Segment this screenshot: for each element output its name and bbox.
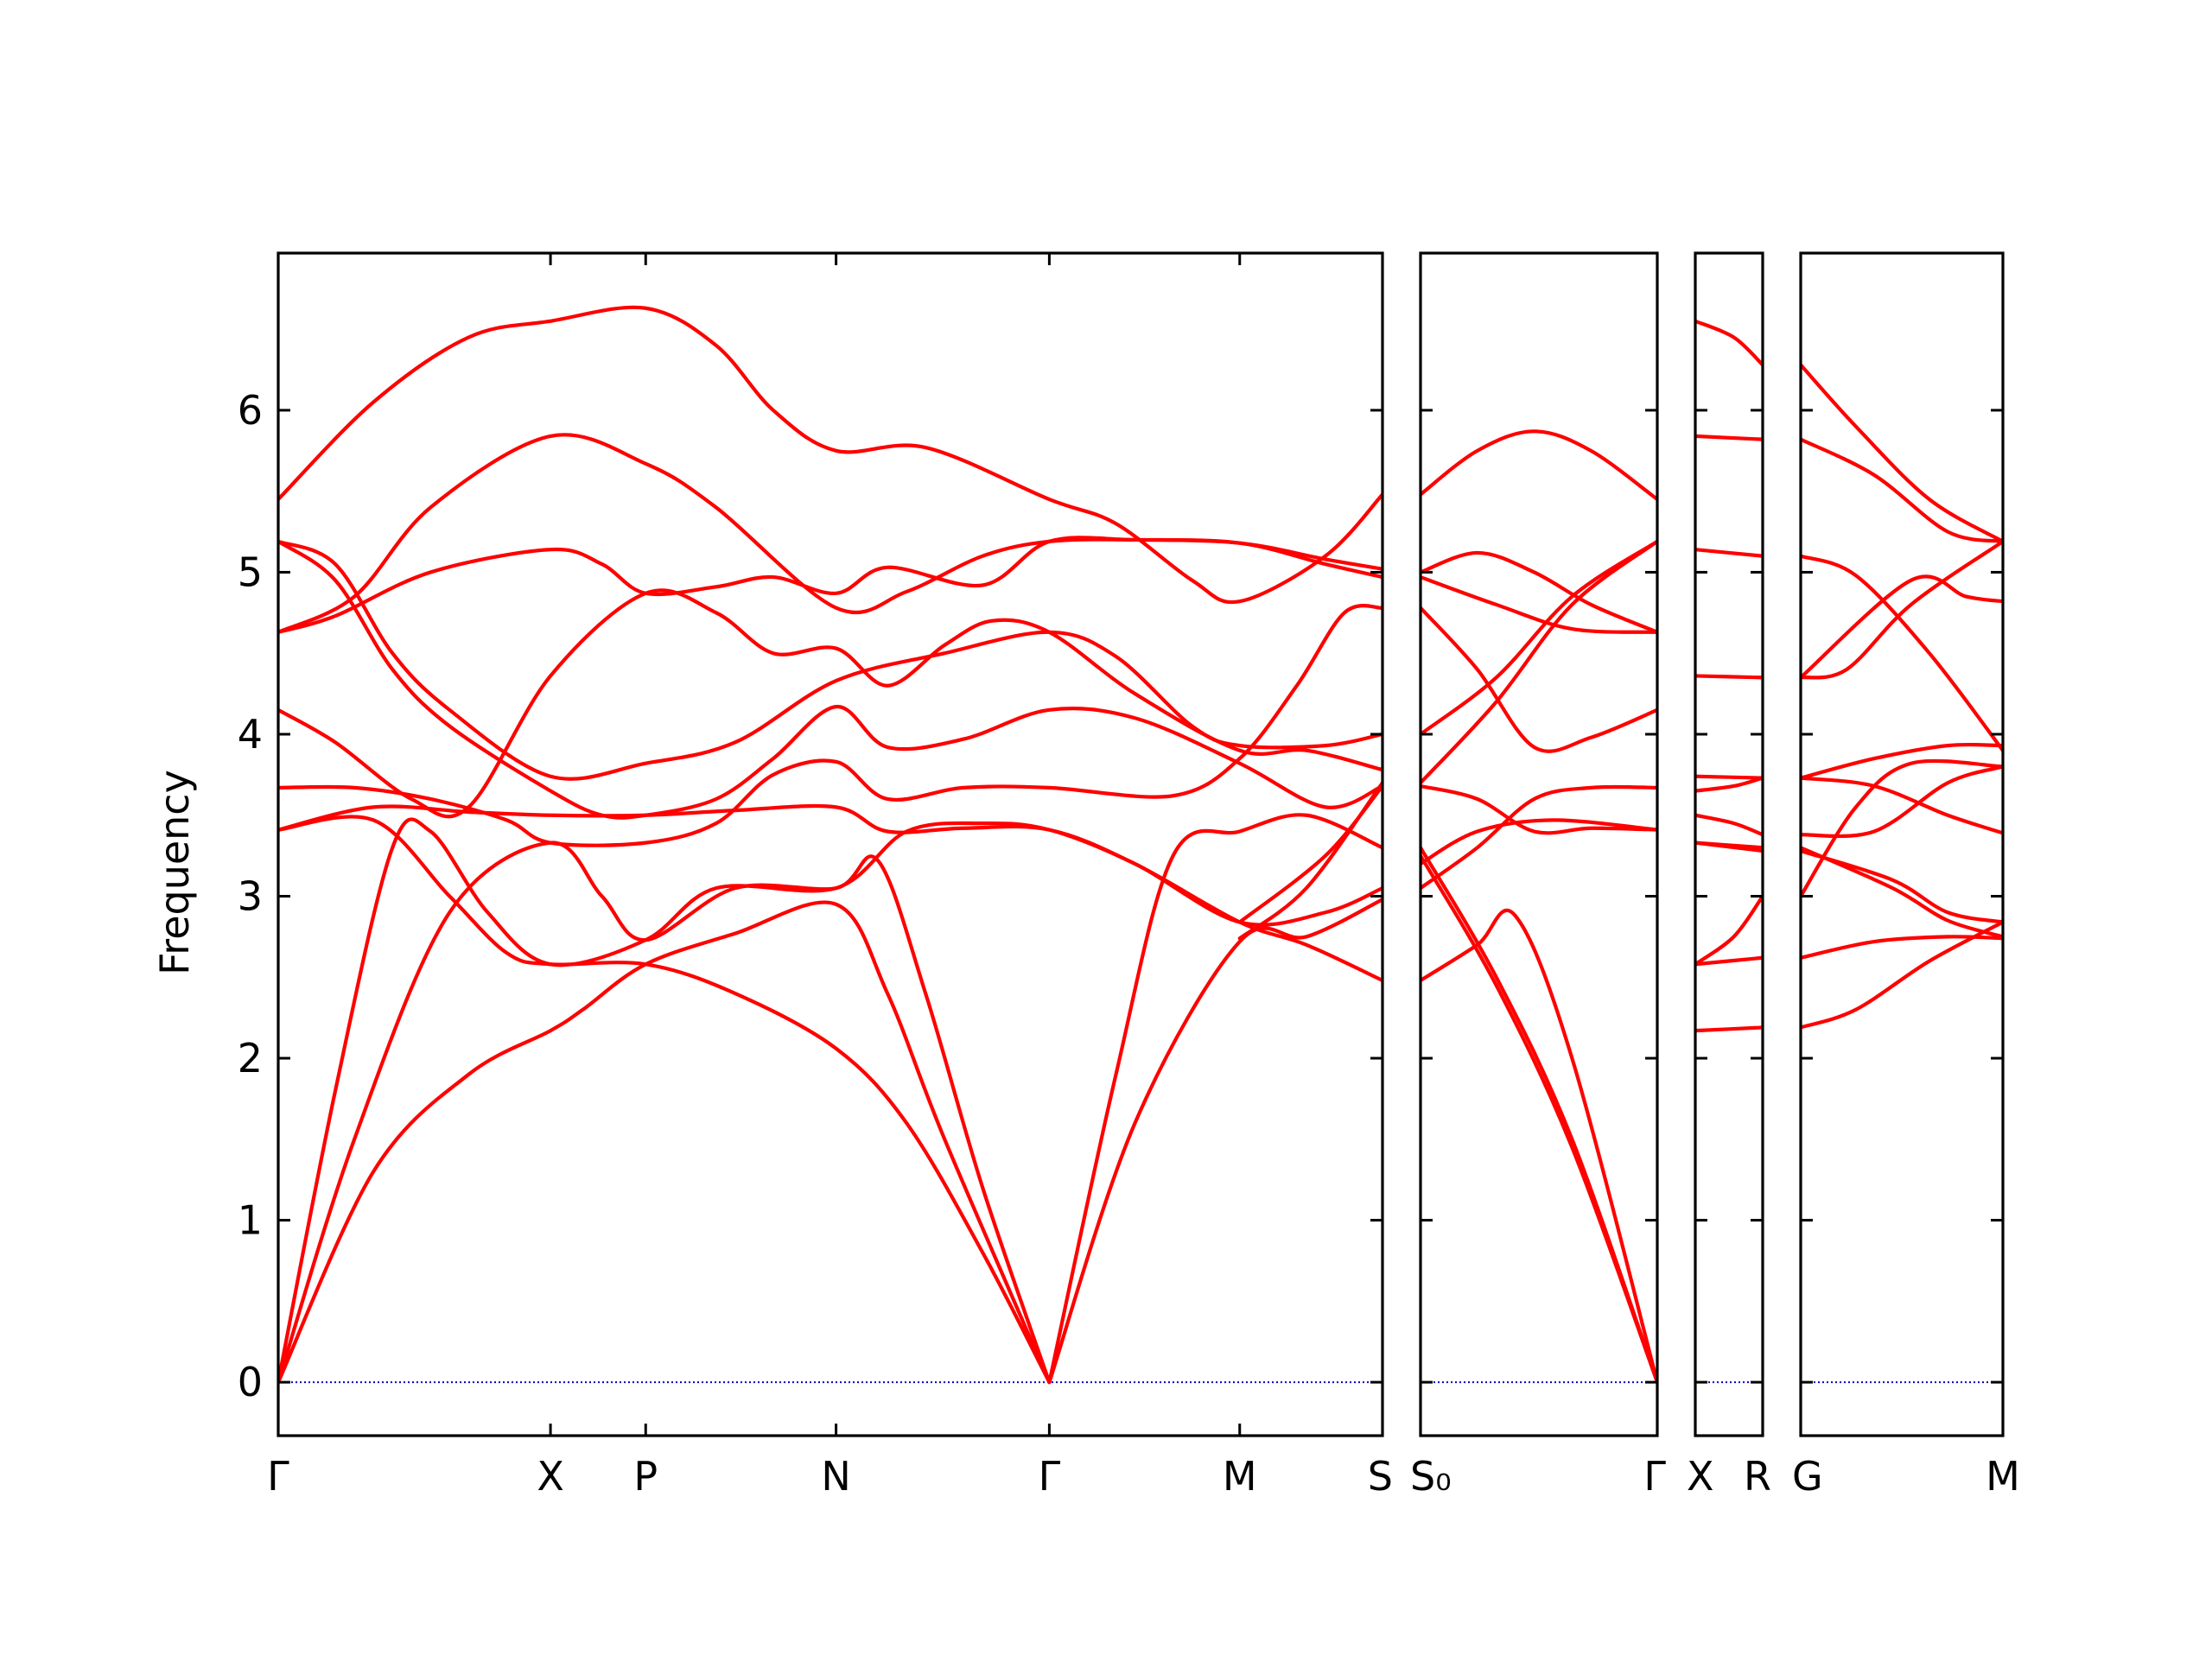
bands-group [1695,319,1763,1033]
band-line-5 [1421,539,1657,737]
band-line-14 [1047,898,1382,1385]
band-line-2 [1695,434,1763,441]
band-line-8 [1801,764,2003,839]
x-tick-label: M [1986,1453,2020,1500]
band-line-8 [278,815,1052,1385]
bands-group [1801,363,2003,1030]
band-line-2 [1421,550,1657,634]
x-tick-label: X [537,1453,564,1500]
band-line-13 [1801,920,2003,1030]
band-line-9 [1695,841,1763,853]
x-tick-label: Γ [1039,1453,1061,1500]
x-tick-label: S [1368,1453,1393,1500]
y-tick-label: 6 [238,387,263,434]
band-line-4 [1695,674,1763,680]
band-line-9 [1421,784,1657,891]
band-line-6 [1421,539,1657,785]
y-tick-label: 1 [238,1197,263,1244]
panels-group: Γ X P N Γ M S S₀ Γ X R G M [267,251,2020,1500]
x-tick-label: S₀ [1410,1453,1452,1500]
band-line-2 [1801,437,2003,543]
panel-frame [1799,251,2005,1437]
band-line-3 [1421,574,1657,634]
band-line-3 [1695,548,1763,558]
y-axis-label: Frequency [151,770,198,975]
band-line-9 [278,803,1382,927]
y-axis: 0 1 2 3 4 5 6 [238,387,263,1405]
band-line-11 [1695,955,1763,967]
x-tick-label: G [1792,1453,1823,1500]
band-line-6 [278,588,1382,819]
x-tick-label: Γ [1643,1453,1666,1500]
band-line-10 [1421,908,1657,1385]
band-line-4 [278,539,1382,781]
band-line-12 [278,900,1052,1385]
band-line-13 [1047,813,1382,1385]
x-tick-label: M [1223,1453,1257,1500]
band-line-12 [1421,853,1657,1385]
x-tick-label: N [821,1453,850,1500]
panel-2: S₀ Γ [1410,251,1666,1500]
y-tick-label: 3 [238,873,263,920]
band-line-12 [1801,935,2003,960]
x-tick-label: P [633,1453,658,1500]
panel-frame [276,251,1384,1437]
bands-group [278,305,1382,1385]
band-line-1 [1695,319,1763,367]
band-line-5 [278,539,1382,820]
band-line-12 [1695,1025,1763,1033]
band-line-4 [1421,606,1657,753]
band-line-7 [1695,813,1763,837]
bands-group [1421,429,1657,1385]
band-line-3 [1801,554,2003,752]
x-tick-label: X [1687,1453,1714,1500]
band-line-7 [1801,776,2003,835]
band-line-11 [1421,846,1657,1385]
panel-frame [1419,251,1659,1437]
band-line-6 [1695,776,1763,793]
band-line-2 [278,433,1382,634]
band-line-10 [278,817,1382,1385]
band-line-1 [278,305,1382,605]
y-tick-label: 2 [238,1035,263,1082]
band-line-10 [1801,848,2003,924]
x-tick-label: R [1744,1453,1771,1500]
band-line-11 [1801,758,2003,898]
band-line-4 [1801,539,2003,680]
band-line-10 [1695,894,1763,967]
band-line-3 [278,536,1382,634]
band-line-1 [1801,363,2003,543]
band-line-6 [1801,742,2003,780]
band-line-5 [1695,774,1763,780]
band-line-8 [1421,818,1657,866]
y-tick-label: 5 [238,549,263,595]
y-tick-label: 4 [238,711,263,758]
x-tick-label: Γ [267,1453,289,1500]
y-tick-label: 0 [238,1359,263,1405]
panel-frame [1694,251,1764,1437]
band-line-16 [1237,783,1382,924]
band-line-7 [1421,783,1657,835]
band-line-11 [278,841,1052,1385]
band-line-1 [1421,429,1657,502]
band-line-5 [1801,574,2003,680]
